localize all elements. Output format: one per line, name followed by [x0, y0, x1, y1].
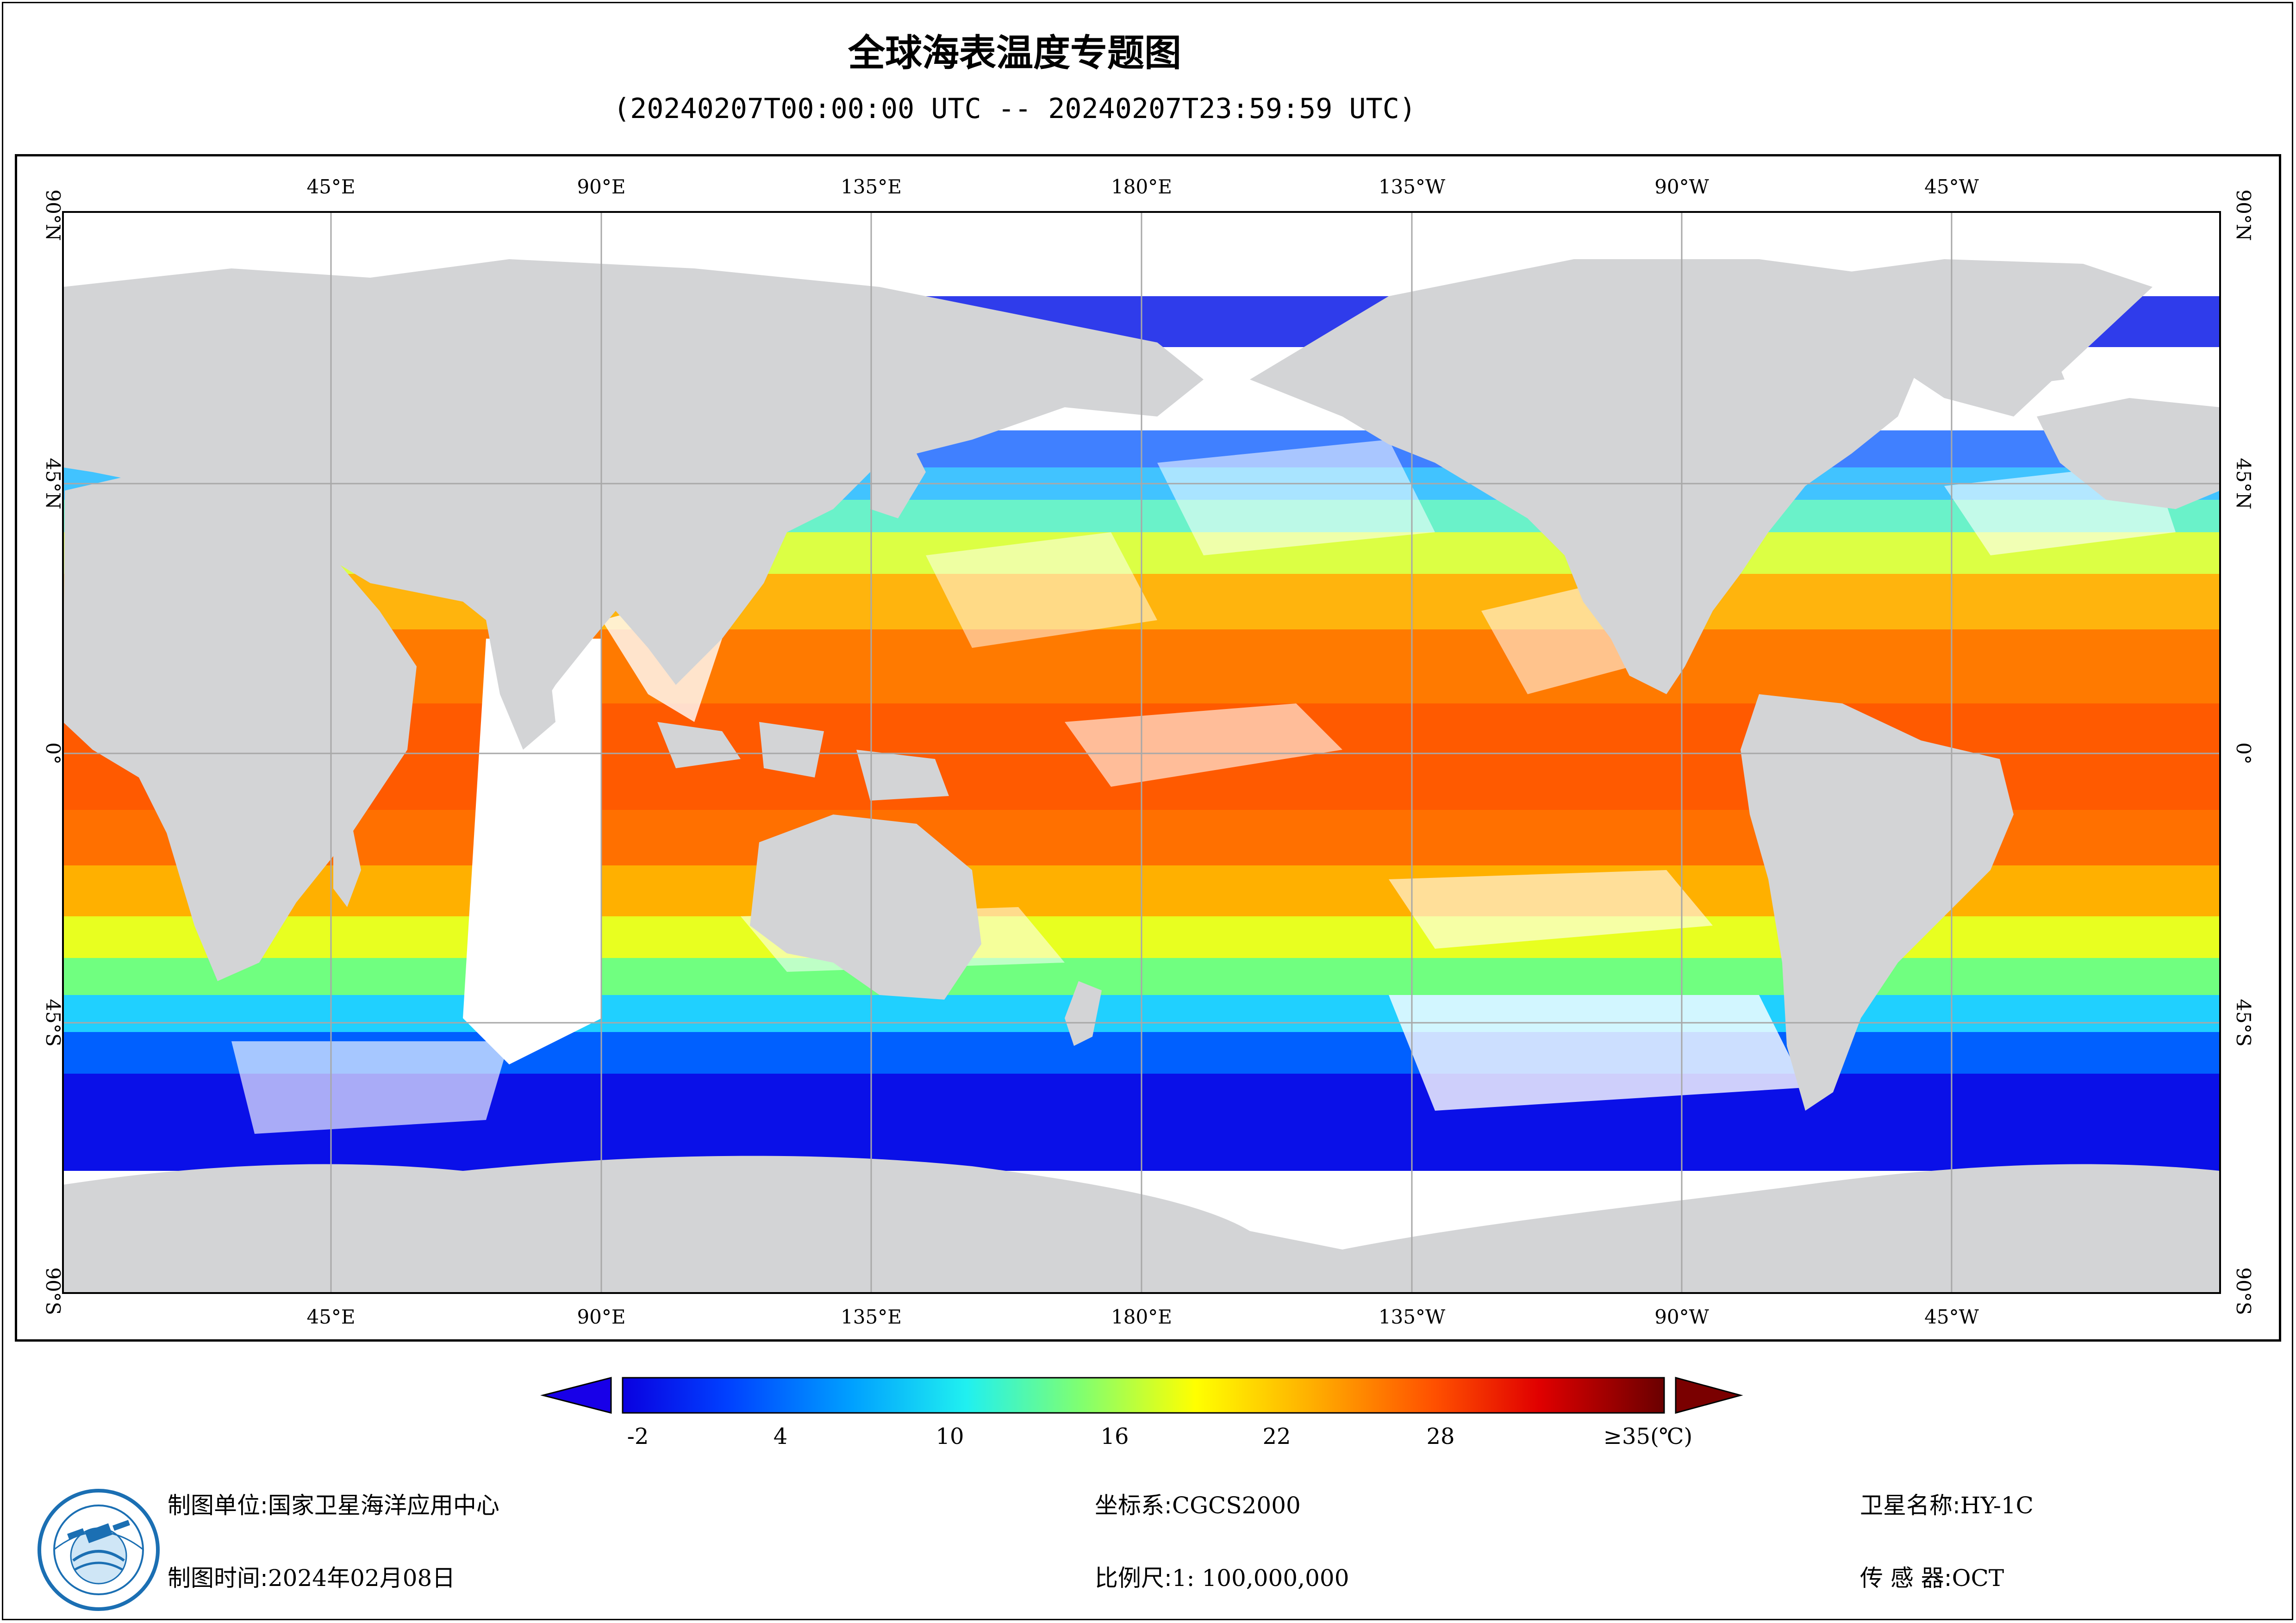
date-label: 制图时间: [168, 1565, 268, 1592]
lat-label-left: 45°S [42, 999, 64, 1046]
lat-label-right: 90°N [2232, 189, 2255, 241]
colorbar-ticks: -2 4 10 16 22 28 ≥35(℃) [627, 1424, 1693, 1449]
scale-value: 1: 100,000,000 [1172, 1565, 1349, 1592]
satellite-value: HY-1C [1960, 1492, 2034, 1519]
lat-label-right: 45°N [2232, 458, 2255, 509]
lon-label-bottom: 90°E [577, 1306, 625, 1328]
lon-label-top: 135°W [1379, 175, 1446, 198]
lon-label-top: 135°E [841, 175, 902, 198]
lat-label-left: 90°S [42, 1267, 64, 1315]
scale-line: 比例尺:1: 100,000,000 [1095, 1560, 1349, 1593]
lon-label-top: 45°W [1924, 175, 1979, 198]
time-range-subtitle: (20240207T00:00:00 UTC -- 20240207T23:59… [613, 93, 1416, 125]
lon-label-bottom: 135°E [841, 1306, 902, 1328]
org-value: 国家卫星海洋应用中心 [268, 1492, 499, 1519]
lon-label-top: 90°E [577, 175, 625, 198]
org-label: 制图单位: [168, 1492, 268, 1519]
crs-label: 坐标系: [1095, 1492, 1172, 1519]
lat-label-left: 45°N [42, 458, 64, 509]
lon-labels-bottom: 45°E 90°E 135°E 180°E 135°W 90°W 45°W [306, 1306, 1979, 1328]
org-line: 制图单位:国家卫星海洋应用中心 [168, 1487, 499, 1520]
lat-label-right: 45°S [2232, 999, 2255, 1046]
date-value: 2024年02月08日 [268, 1565, 455, 1592]
lon-label-bottom: 45°W [1924, 1306, 1979, 1328]
colorbar-tick: 28 [1426, 1424, 1454, 1449]
lat-label-left: 90°N [42, 189, 64, 241]
lon-label-bottom: 90°W [1654, 1306, 1709, 1328]
graticule [63, 212, 2220, 1293]
map-frame [15, 154, 2281, 1342]
lon-label-bottom: 180°E [1111, 1306, 1172, 1328]
lon-label-top: 90°W [1654, 175, 1709, 198]
colorbar-max-label: ≥35(℃) [1603, 1424, 1692, 1449]
sensor-value: OCT [1952, 1565, 2004, 1592]
lat-labels-right: 90°N 45°N 0° 45°S 90°S [2232, 189, 2255, 1315]
satellite-label: 卫星名称: [1860, 1492, 1960, 1519]
sensor-line: 传 感 器:OCT [1860, 1560, 2004, 1593]
lon-label-top: 180°E [1111, 175, 1172, 198]
lat-label-right: 0° [2232, 742, 2255, 765]
colorbar-over-arrow [1675, 1377, 1743, 1414]
colorbar-tick: -2 [627, 1424, 649, 1449]
date-line: 制图时间:2024年02月08日 [168, 1560, 455, 1593]
map-title: 全球海表温度专题图 [848, 31, 1181, 75]
colorbar-under-arrow [540, 1377, 612, 1414]
scale-label: 比例尺: [1095, 1565, 1172, 1592]
colorbar [540, 1377, 1743, 1414]
colorbar-tick: 4 [774, 1424, 788, 1449]
crs-line: 坐标系:CGCS2000 [1095, 1487, 1301, 1520]
lat-labels-left: 90°N 45°N 0° 45°S 90°S [42, 189, 64, 1315]
lon-label-bottom: 135°W [1379, 1306, 1446, 1328]
lon-label-top: 45°E [306, 175, 355, 198]
sensor-label: 传 感 器: [1860, 1565, 1952, 1592]
lon-labels-top: 45°E 90°E 135°E 180°E 135°W 90°W 45°W [306, 175, 1979, 198]
colorbar-tick: 10 [936, 1424, 964, 1449]
colorbar-tick: 16 [1100, 1424, 1129, 1449]
lat-label-right: 90°S [2232, 1267, 2255, 1315]
crs-value: CGCS2000 [1172, 1492, 1301, 1519]
lon-label-bottom: 45°E [306, 1306, 355, 1328]
nsoas-logo-icon [37, 1489, 160, 1611]
satellite-line: 卫星名称:HY-1C [1860, 1487, 2034, 1520]
colorbar-tick: 22 [1262, 1424, 1291, 1449]
lat-label-left: 0° [42, 742, 64, 765]
colorbar-gradient [622, 1377, 1665, 1414]
